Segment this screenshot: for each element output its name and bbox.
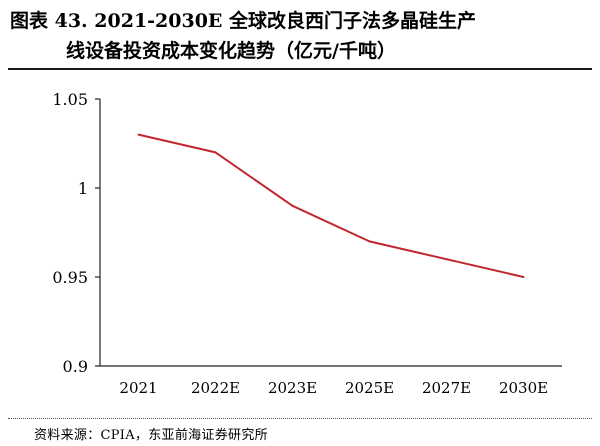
data-point <box>445 258 448 261</box>
data-point <box>522 276 525 278</box>
chart-title-line-1: 图表 43. 2021-2030E 全球改良西门子法多晶硅生产 <box>10 10 477 32</box>
series-lines <box>137 133 525 278</box>
y-tick-label: 1.05 <box>52 90 88 109</box>
chart-axes <box>99 99 562 367</box>
chart-title: 图表 43. 2021-2030E 全球改良西门子法多晶硅生产 线设备投资成本变… <box>10 6 592 66</box>
y-tick-label: 0.9 <box>63 357 88 376</box>
chart-title-line-2: 线设备投资成本变化趋势（亿元/千吨） <box>66 40 396 62</box>
x-tick-label: 2023E <box>268 379 317 397</box>
y-tick-label: 1 <box>78 179 88 198</box>
y-axis-ticks: 0.9 0.95 1 1.05 <box>52 90 100 376</box>
x-tick-label: 2021 <box>119 379 157 397</box>
x-tick-label: 2022E <box>191 379 240 397</box>
x-tick-label: 2027E <box>422 379 471 397</box>
x-tick-label: 2030E <box>499 379 548 397</box>
data-point <box>368 240 371 243</box>
data-point <box>214 151 217 154</box>
series-line <box>138 133 524 278</box>
x-axis-ticks: 2021 2022E 2023E 2025E 2027E 2030E <box>119 379 548 397</box>
x-tick-label: 2025E <box>345 379 394 397</box>
title-divider <box>8 68 592 70</box>
source-note: 资料来源：CPIA，东亚前海证券研究所 <box>34 428 268 443</box>
data-point <box>291 204 294 207</box>
data-point <box>137 133 140 136</box>
y-tick-label: 0.95 <box>52 268 88 287</box>
footer-divider <box>8 418 592 419</box>
